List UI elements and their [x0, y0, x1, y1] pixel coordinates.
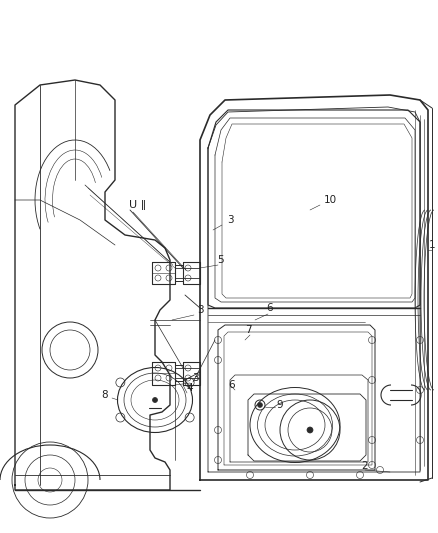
Circle shape [152, 398, 158, 402]
Text: 3: 3 [192, 373, 198, 383]
Text: 1: 1 [429, 240, 435, 250]
Text: 9: 9 [277, 400, 283, 410]
Text: 6: 6 [229, 380, 235, 390]
Text: 8: 8 [102, 390, 108, 400]
Text: 7: 7 [245, 325, 251, 335]
Text: 4: 4 [187, 383, 193, 393]
Text: U: U [129, 200, 137, 210]
Text: ǁ: ǁ [141, 200, 145, 210]
Text: 2: 2 [362, 461, 368, 471]
Text: 6: 6 [267, 303, 273, 313]
Text: 5: 5 [217, 255, 223, 265]
Circle shape [258, 402, 262, 408]
Text: 3: 3 [197, 305, 203, 315]
Circle shape [307, 427, 313, 433]
Text: 3: 3 [227, 215, 233, 225]
Text: 10: 10 [323, 195, 336, 205]
